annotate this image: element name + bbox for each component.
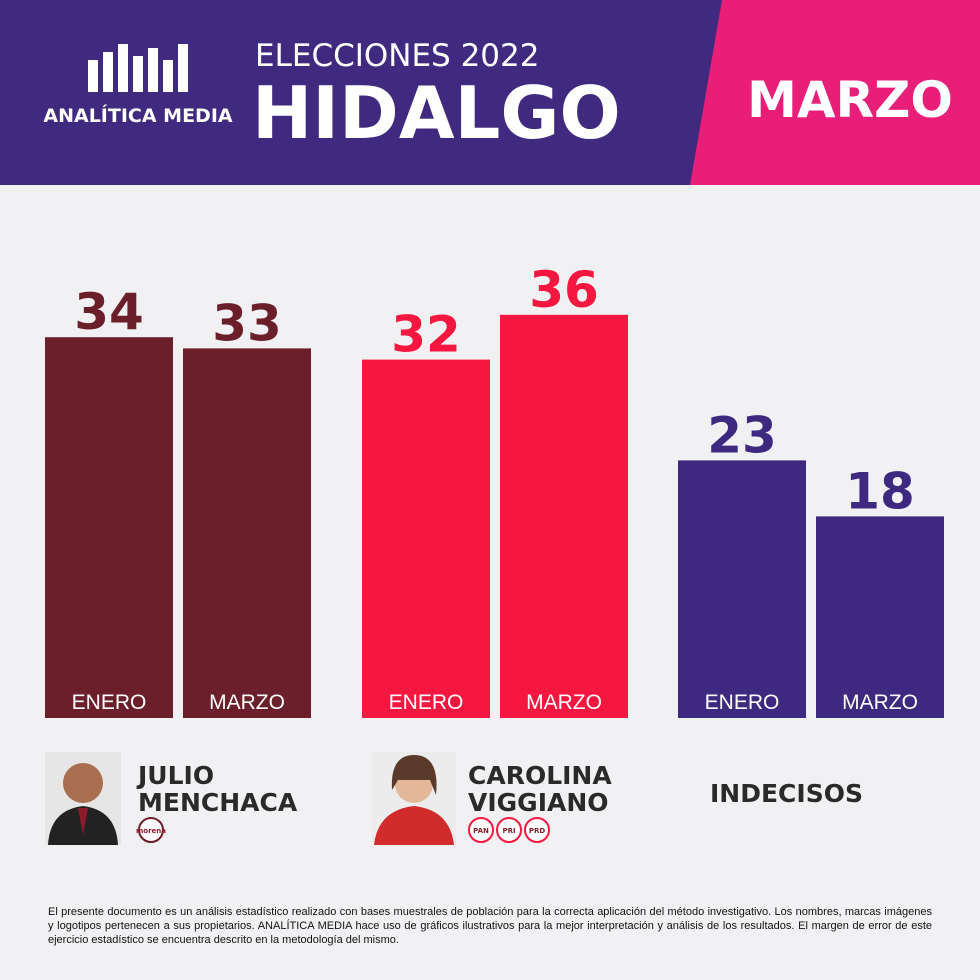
bar-label: ENERO — [705, 691, 780, 714]
bar — [678, 460, 806, 718]
value-label: 18 — [845, 462, 915, 520]
month: MARZO — [747, 71, 953, 129]
party-logo — [468, 817, 494, 843]
party-logo — [496, 817, 522, 843]
bar-label: ENERO — [72, 691, 147, 714]
party-label: PRD — [529, 827, 546, 835]
candidate-name: JULIO MENCHACA — [138, 761, 298, 817]
month-band — [690, 0, 980, 185]
disclaimer: El presente documento es un análisis est… — [48, 906, 932, 946]
bar-label: ENERO — [389, 691, 464, 714]
bar — [183, 348, 311, 718]
photo-2 — [372, 752, 456, 845]
bar-label: MARZO — [526, 691, 602, 714]
bar — [45, 337, 173, 718]
candidate-name: CAROLINA VIGGIANO — [468, 761, 612, 817]
party-label: morena — [136, 827, 166, 835]
brand: ANALÍTICA MEDIA — [43, 104, 233, 127]
brand-logo — [88, 44, 188, 92]
party-label: PRI — [502, 827, 515, 835]
bar-label: MARZO — [209, 691, 285, 714]
bar-label: MARZO — [842, 691, 918, 714]
value-label: 32 — [391, 306, 461, 364]
candidate-name: INDECISOS — [710, 779, 863, 808]
bar — [816, 516, 944, 718]
kicker: ELECCIONES 2022 — [255, 38, 539, 74]
bar — [362, 359, 490, 718]
photo-1 — [45, 752, 121, 845]
value-label: 23 — [707, 406, 777, 464]
bar — [500, 314, 628, 718]
party-logo — [524, 817, 550, 843]
value-label: 36 — [529, 261, 599, 319]
value-label: 34 — [74, 283, 144, 341]
title: HIDALGO — [252, 71, 621, 155]
party-logo — [138, 817, 164, 843]
party-label: PAN — [473, 827, 489, 835]
value-label: 33 — [212, 294, 282, 352]
